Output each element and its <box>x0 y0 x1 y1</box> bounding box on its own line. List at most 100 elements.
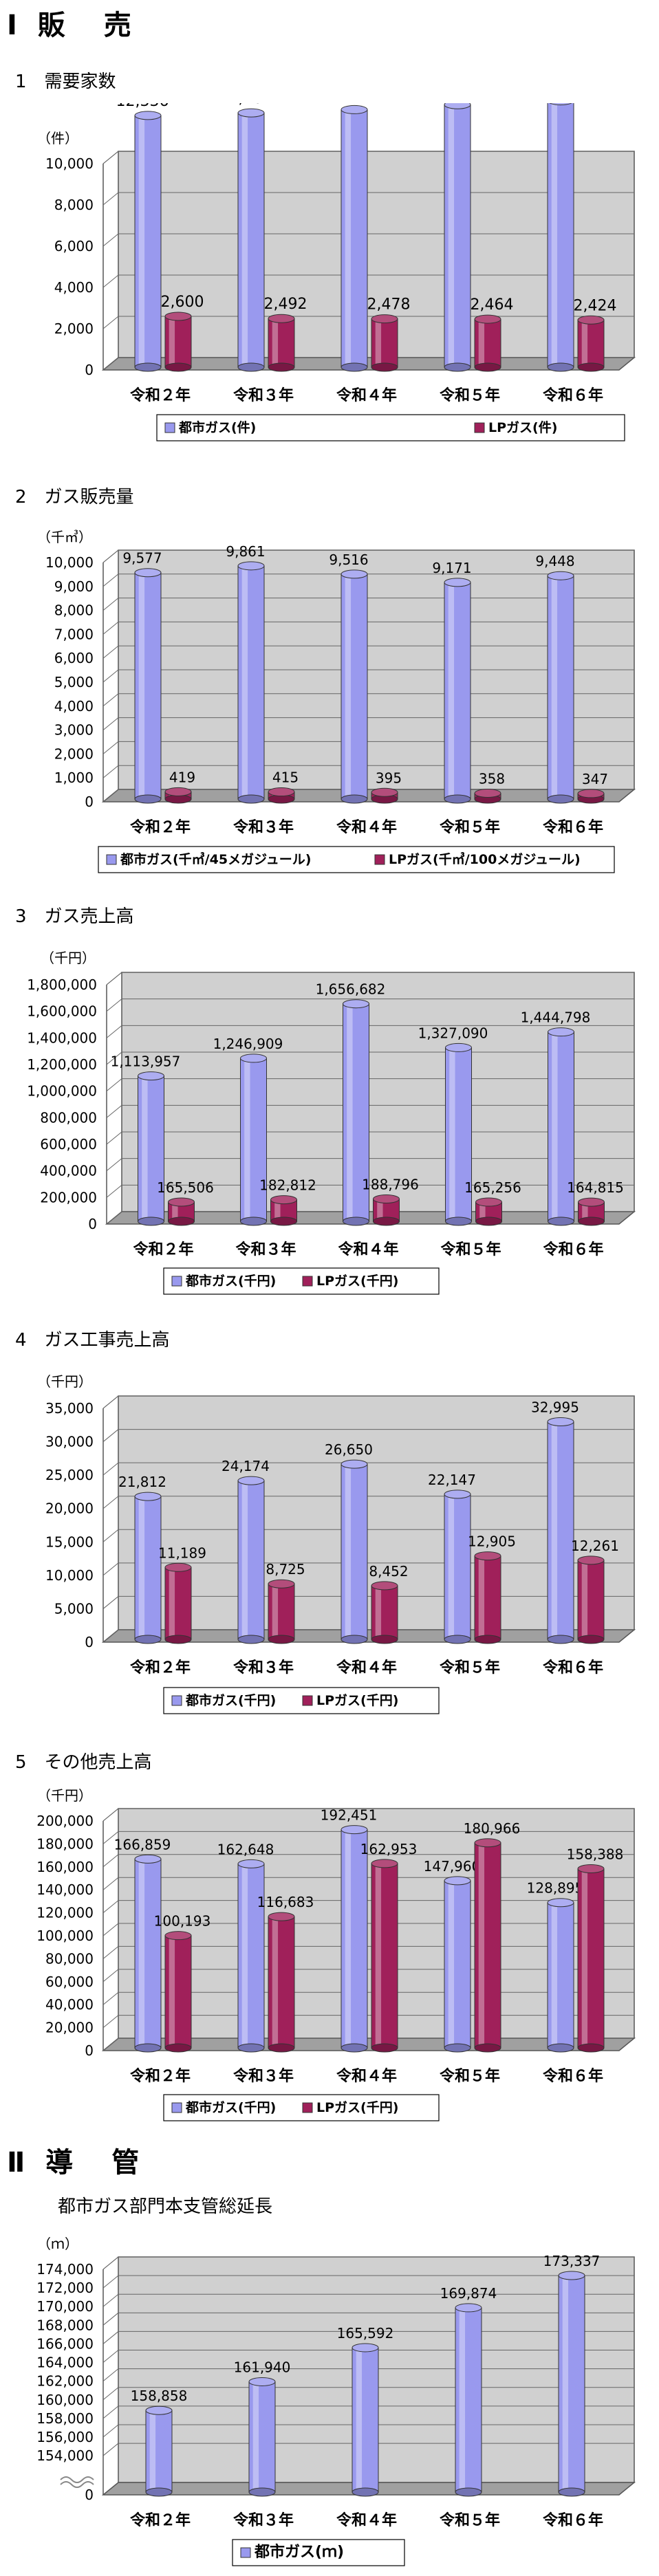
y-unit-label: （千㎥） <box>37 529 92 545</box>
gridline-depth <box>102 1529 119 1542</box>
bar-highlight <box>448 105 455 368</box>
legend-label: LPガス(千円) <box>316 1274 398 1289</box>
data-label: 9,171 <box>432 560 471 576</box>
y-tick-label: 1,400,000 <box>27 1029 97 1046</box>
bar-base <box>445 1216 472 1226</box>
y-tick-label: 0 <box>85 794 94 810</box>
data-label: 22,147 <box>428 1472 476 1488</box>
bar-base <box>475 1216 502 1226</box>
y-tick-label: 172,000 <box>36 2280 94 2296</box>
data-label: 12,336 <box>116 103 169 110</box>
y-tick-label: 35,000 <box>45 1400 94 1417</box>
legend-swatch <box>240 2547 251 2558</box>
bar-highlight <box>479 1202 486 1221</box>
y-tick-label: 25,000 <box>45 1467 94 1483</box>
data-label: 8,452 <box>369 1563 408 1580</box>
legend-label: 都市ガス(ｍ) <box>254 2543 344 2561</box>
bar-highlight <box>581 1560 588 1639</box>
data-label: 162,648 <box>217 1841 274 1857</box>
chart-svg: 0 1,000 2,000 3,000 4,000 5,000 6,000 7,000 8,00… <box>37 529 636 873</box>
x-tick-label: 令和６年 <box>543 2511 603 2529</box>
bar-cap <box>371 1581 398 1591</box>
y-tick-label: 1,600,000 <box>27 1003 97 1020</box>
gridline-depth <box>102 549 119 563</box>
data-label: 415 <box>272 769 299 786</box>
y-unit-label: （件） <box>37 130 78 146</box>
bar-highlight <box>274 1199 281 1221</box>
legend <box>163 2094 440 2121</box>
gridline-depth <box>102 1808 119 1822</box>
bar-base <box>577 1635 605 1644</box>
bar-highlight <box>169 316 175 367</box>
legend-swatch <box>171 1695 182 1706</box>
x-tick-label: 令和３年 <box>233 818 294 836</box>
bar-cap <box>547 1417 574 1426</box>
legend-swatch <box>474 422 485 433</box>
gridline-depth <box>106 1104 122 1118</box>
data-label: 419 <box>169 769 195 785</box>
x-tick-label: 令和６年 <box>543 1241 603 1258</box>
y-tick-label: 10,000 <box>45 554 94 571</box>
gridline-depth <box>102 1496 119 1509</box>
bar-cap <box>164 1562 192 1572</box>
data-label: 165,256 <box>464 1179 521 1196</box>
y-tick-label: 20,000 <box>45 1500 94 1517</box>
y-tick-label: 200,000 <box>36 1813 94 1829</box>
bar-cap <box>341 105 368 114</box>
bar-highlight <box>142 1076 148 1221</box>
legend-label: LPガス(千㎥/100メガジュール) <box>389 851 581 867</box>
y-unit-label: （千円） <box>37 1373 92 1390</box>
bar-highlight <box>581 1868 588 2048</box>
gridline-depth <box>102 2293 119 2307</box>
bar-base <box>268 2043 295 2053</box>
x-tick-label: 令和５年 <box>440 818 500 836</box>
bar-highlight <box>478 1842 485 2048</box>
data-label: 1,113,957 <box>111 1054 181 1070</box>
gridline-depth <box>102 151 119 164</box>
bar-cap <box>474 314 501 324</box>
chart-gas-revenue: 0 200,000 400,000 600,000 800,000 1,000,000 1,… <box>0 942 659 1313</box>
x-tick-label: 令和４年 <box>336 2067 397 2085</box>
gridline-depth <box>102 1462 119 1476</box>
gridline-depth <box>102 2424 119 2438</box>
bar-base <box>237 1635 265 1644</box>
bar-cap <box>474 1838 501 1848</box>
y-tick-label: 0 <box>85 2487 94 2503</box>
y-tick-label: 10,000 <box>45 155 94 172</box>
legend <box>156 414 625 441</box>
y-tick-label: 174,000 <box>36 2261 94 2278</box>
bar-cap <box>474 789 501 798</box>
gridline-depth <box>102 1946 119 1959</box>
bar-highlight <box>149 2410 156 2492</box>
bar-highlight <box>272 1917 279 2048</box>
bar-highlight <box>551 100 558 367</box>
axis-break-icon <box>60 2476 94 2483</box>
gridline-depth <box>102 2256 119 2270</box>
bar-base <box>578 1216 605 1226</box>
bar-cap <box>134 1492 162 1501</box>
y-tick-label: 3,000 <box>54 722 94 739</box>
gridline-depth <box>102 741 119 754</box>
bar-highlight <box>356 2347 363 2492</box>
bar-highlight <box>345 109 352 367</box>
gridline-depth <box>102 669 119 683</box>
y-tick-label: 0 <box>85 362 94 378</box>
bar-base <box>577 2043 605 2053</box>
gridline-depth <box>102 357 119 371</box>
bar-cap <box>341 1825 368 1835</box>
bar-base <box>474 362 501 372</box>
gridline-depth <box>102 316 119 329</box>
x-tick-label: 令和３年 <box>233 386 294 404</box>
bar-cap <box>268 1579 295 1589</box>
chart-svg: 0 20,000 40,000 60,000 80,000 100,000 120,000 1… <box>36 1787 636 2121</box>
chart-title-gas-revenue: 3 ガス売上高 <box>15 906 134 927</box>
bar-base <box>134 2043 162 2053</box>
bar-cap <box>341 1459 368 1469</box>
bar-cap <box>577 789 605 798</box>
data-label: 2,424 <box>574 297 617 314</box>
gridline-depth <box>102 2312 119 2326</box>
data-label: 169,874 <box>440 2285 497 2302</box>
y-tick-label: 7,000 <box>54 626 94 642</box>
bar-cap <box>134 1854 162 1864</box>
y-tick-label: 158,000 <box>36 2410 94 2427</box>
